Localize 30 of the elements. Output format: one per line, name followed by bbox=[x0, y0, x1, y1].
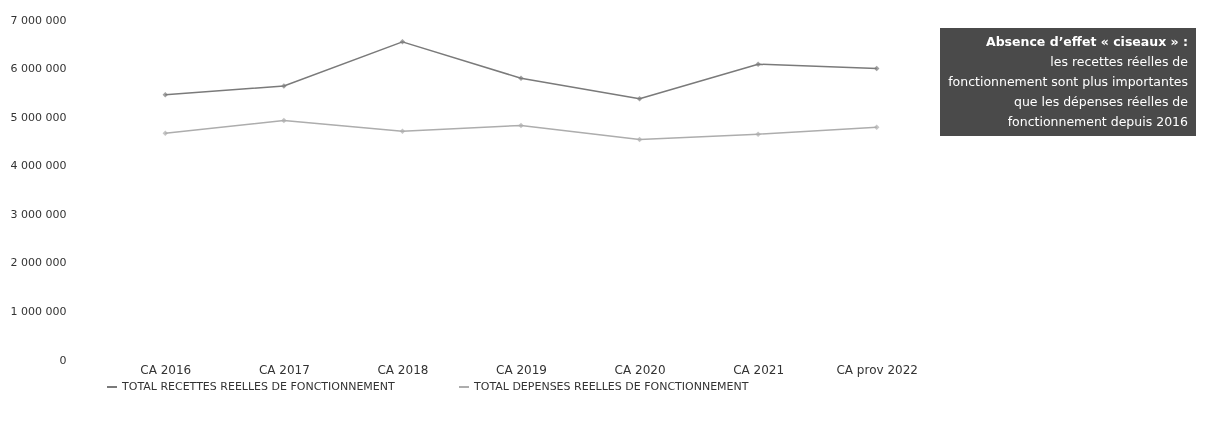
text: Absence d’effet « ciseaux » : bbox=[985, 33, 1188, 51]
point bbox=[399, 128, 406, 134]
y-tick-label: 7 000 000 bbox=[10, 13, 67, 27]
x-tick-label: CA 2018 bbox=[377, 362, 429, 377]
y-tick-label: 1 000 000 bbox=[10, 304, 67, 318]
point bbox=[873, 124, 880, 131]
y-tick-label: 2 000 000 bbox=[10, 256, 67, 270]
legend-label: TOTAL RECETTES REELLES DE FONCTIONNEMENT bbox=[121, 380, 396, 393]
point bbox=[162, 130, 169, 136]
point bbox=[281, 117, 287, 124]
point bbox=[873, 65, 880, 72]
y-tick-label: 6 000 000 bbox=[10, 62, 67, 76]
x-tick-label: CA 2016 bbox=[140, 362, 192, 377]
point bbox=[755, 61, 761, 67]
y-tick-label: 3 000 000 bbox=[10, 207, 67, 221]
x-tick-label: CA 2020 bbox=[614, 362, 666, 377]
x-tick-label: CA 2021 bbox=[733, 362, 785, 377]
point bbox=[518, 122, 524, 129]
point bbox=[162, 92, 169, 98]
point bbox=[755, 131, 761, 137]
x-tick-label: CA 2017 bbox=[258, 362, 310, 377]
point bbox=[518, 75, 524, 82]
x-tick-label: CA 2019 bbox=[496, 362, 547, 377]
legend-label: TOTAL DEPENSES REELLES DE FONCTIONNEMENT bbox=[473, 380, 749, 393]
y-tick-label: 0 bbox=[59, 353, 67, 367]
y-tick-label: 4 000 000 bbox=[10, 159, 67, 173]
text: les recettes réelles de fonctionnement sont plus importantes que les dépenses réelles de fonctionnement depuis 2016 bbox=[948, 54, 1188, 129]
y-tick-label: 5 000 000 bbox=[10, 110, 67, 124]
x-tick-label: CA prov 2022 bbox=[836, 362, 918, 377]
point bbox=[399, 39, 406, 45]
